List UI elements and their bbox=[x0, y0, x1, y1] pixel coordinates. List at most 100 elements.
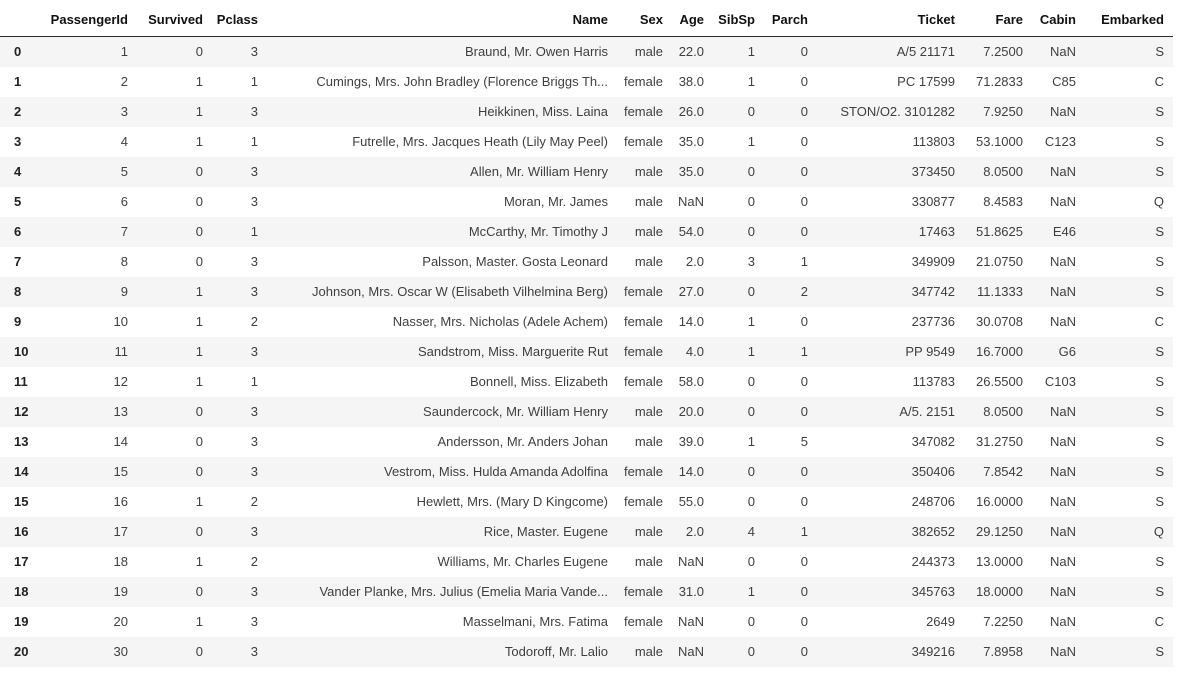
cell: 14.0 bbox=[678, 314, 704, 329]
cell: 1 bbox=[250, 374, 258, 389]
cell: 26.5500 bbox=[976, 374, 1023, 389]
row-index-cell: 1 bbox=[14, 74, 22, 89]
cell: 0 bbox=[195, 224, 203, 239]
cell: 0 bbox=[747, 464, 755, 479]
cell: Williams, Mr. Charles Eugene bbox=[437, 554, 609, 569]
cell: S bbox=[1155, 494, 1164, 509]
cell: 13 bbox=[113, 404, 128, 419]
row-index-cell: 20 bbox=[14, 644, 29, 659]
cell: male bbox=[634, 254, 663, 269]
cell: 4 bbox=[120, 134, 128, 149]
cell: 51.8625 bbox=[976, 224, 1023, 239]
cell: 0 bbox=[747, 164, 755, 179]
table-row: 18 19 0 3 Vander Planke, Mrs. Julius (Emelia… bbox=[0, 576, 1173, 607]
cell: 8.0500 bbox=[983, 164, 1023, 179]
table-body: 0 1 0 3 Braund, Mr. Owen Harris male 22.0 1 0 A/5… bbox=[0, 36, 1173, 667]
cell: 18.0000 bbox=[976, 584, 1023, 599]
table-row: 9 10 1 2 Nasser, Mrs. Nicholas (Adele Achem)… bbox=[0, 306, 1173, 337]
table-row: 7 8 0 3 Palsson, Master. Gosta Leonard male 2.… bbox=[0, 246, 1173, 277]
cell: NaN bbox=[1049, 164, 1076, 179]
cell: 0 bbox=[800, 194, 808, 209]
cell: C85 bbox=[1052, 74, 1076, 89]
cell: 0 bbox=[800, 584, 808, 599]
cell: S bbox=[1155, 284, 1164, 299]
cell: Heikkinen, Miss. Laina bbox=[477, 104, 608, 119]
cell: 31.0 bbox=[678, 584, 704, 599]
cell: 3 bbox=[747, 254, 755, 269]
cell: 0 bbox=[195, 194, 203, 209]
cell: 1 bbox=[747, 44, 755, 60]
table-header: PassengerId Survived Pclass Name Sex Age… bbox=[0, 0, 1173, 37]
row-index-cell: 13 bbox=[14, 434, 29, 449]
cell: 0 bbox=[195, 524, 203, 539]
cell: 20 bbox=[113, 614, 128, 629]
cell: 345763 bbox=[911, 584, 955, 599]
cell: STON/O2. 3101282 bbox=[840, 104, 955, 119]
cell: 0 bbox=[800, 134, 808, 149]
cell: NaN bbox=[1049, 464, 1076, 479]
cell: A/5. 2151 bbox=[899, 404, 955, 419]
cell: 1 bbox=[195, 314, 203, 329]
cell: NaN bbox=[677, 554, 704, 569]
cell: S bbox=[1155, 554, 1164, 569]
cell: male bbox=[634, 434, 663, 449]
cell: 244373 bbox=[911, 554, 955, 569]
cell: NaN bbox=[1049, 524, 1076, 539]
cell: 1 bbox=[747, 344, 755, 359]
cell: Q bbox=[1153, 194, 1164, 209]
col-header-sibsp: SibSp bbox=[713, 0, 764, 37]
cell: 0 bbox=[800, 404, 808, 419]
cell: 3 bbox=[250, 344, 258, 359]
cell: Bonnell, Miss. Elizabeth bbox=[469, 374, 608, 389]
cell: NaN bbox=[677, 614, 704, 629]
cell: 1 bbox=[195, 284, 203, 299]
cell: 0 bbox=[747, 104, 755, 119]
cell: Cumings, Mrs. John Bradley (Florence Bri… bbox=[316, 74, 608, 89]
cell: male bbox=[634, 404, 663, 419]
cell: NaN bbox=[1049, 284, 1076, 299]
cell: 0 bbox=[800, 494, 808, 509]
cell: 11 bbox=[114, 344, 129, 359]
cell: 0 bbox=[800, 644, 808, 659]
cell: 0 bbox=[800, 44, 808, 60]
row-index-cell: 4 bbox=[14, 164, 22, 179]
cell: 1 bbox=[195, 74, 203, 89]
cell: 14 bbox=[113, 434, 128, 449]
table-row: 20 30 0 3 Todoroff, Mr. Lalio male NaN 0 0 349216… bbox=[0, 636, 1173, 667]
cell: NaN bbox=[1049, 314, 1076, 329]
cell: Masselmani, Mrs. Fatima bbox=[462, 614, 608, 629]
cell: 35.0 bbox=[678, 164, 704, 179]
cell: 3 bbox=[250, 44, 258, 60]
cell: PC 17599 bbox=[897, 74, 955, 89]
cell: Nasser, Mrs. Nicholas (Adele Achem) bbox=[392, 314, 608, 329]
cell: NaN bbox=[1049, 254, 1076, 269]
cell: 0 bbox=[195, 584, 203, 599]
table-row: 16 17 0 3 Rice, Master. Eugene male 2.0 4 1 38265… bbox=[0, 516, 1173, 547]
cell: 3 bbox=[250, 524, 258, 539]
cell: 5 bbox=[120, 164, 128, 179]
cell: 0 bbox=[747, 284, 755, 299]
row-index-cell: 0 bbox=[14, 44, 22, 60]
cell: 11.1333 bbox=[976, 284, 1023, 299]
cell: 3 bbox=[250, 464, 258, 479]
cell: 7.9250 bbox=[983, 104, 1023, 119]
cell: 9 bbox=[120, 284, 128, 299]
cell: 4.0 bbox=[685, 344, 704, 359]
cell: 0 bbox=[747, 404, 755, 419]
cell: 349216 bbox=[911, 644, 955, 659]
table-row: 19 20 1 3 Masselmani, Mrs. Fatima female NaN 0 0… bbox=[0, 606, 1173, 637]
cell: Sandstrom, Miss. Marguerite Rut bbox=[417, 344, 608, 359]
cell: NaN bbox=[1049, 644, 1076, 659]
cell: 1 bbox=[747, 434, 755, 449]
cell: 16 bbox=[113, 494, 128, 509]
cell: 350406 bbox=[911, 464, 955, 479]
cell: 54.0 bbox=[678, 224, 704, 239]
cell: Q bbox=[1153, 524, 1164, 539]
cell: 0 bbox=[747, 224, 755, 239]
col-header-fare: Fare bbox=[964, 0, 1032, 37]
cell: 0 bbox=[800, 614, 808, 629]
cell: 1 bbox=[747, 584, 755, 599]
cell: 0 bbox=[195, 164, 203, 179]
cell: 2 bbox=[250, 554, 258, 569]
cell: 0 bbox=[747, 374, 755, 389]
